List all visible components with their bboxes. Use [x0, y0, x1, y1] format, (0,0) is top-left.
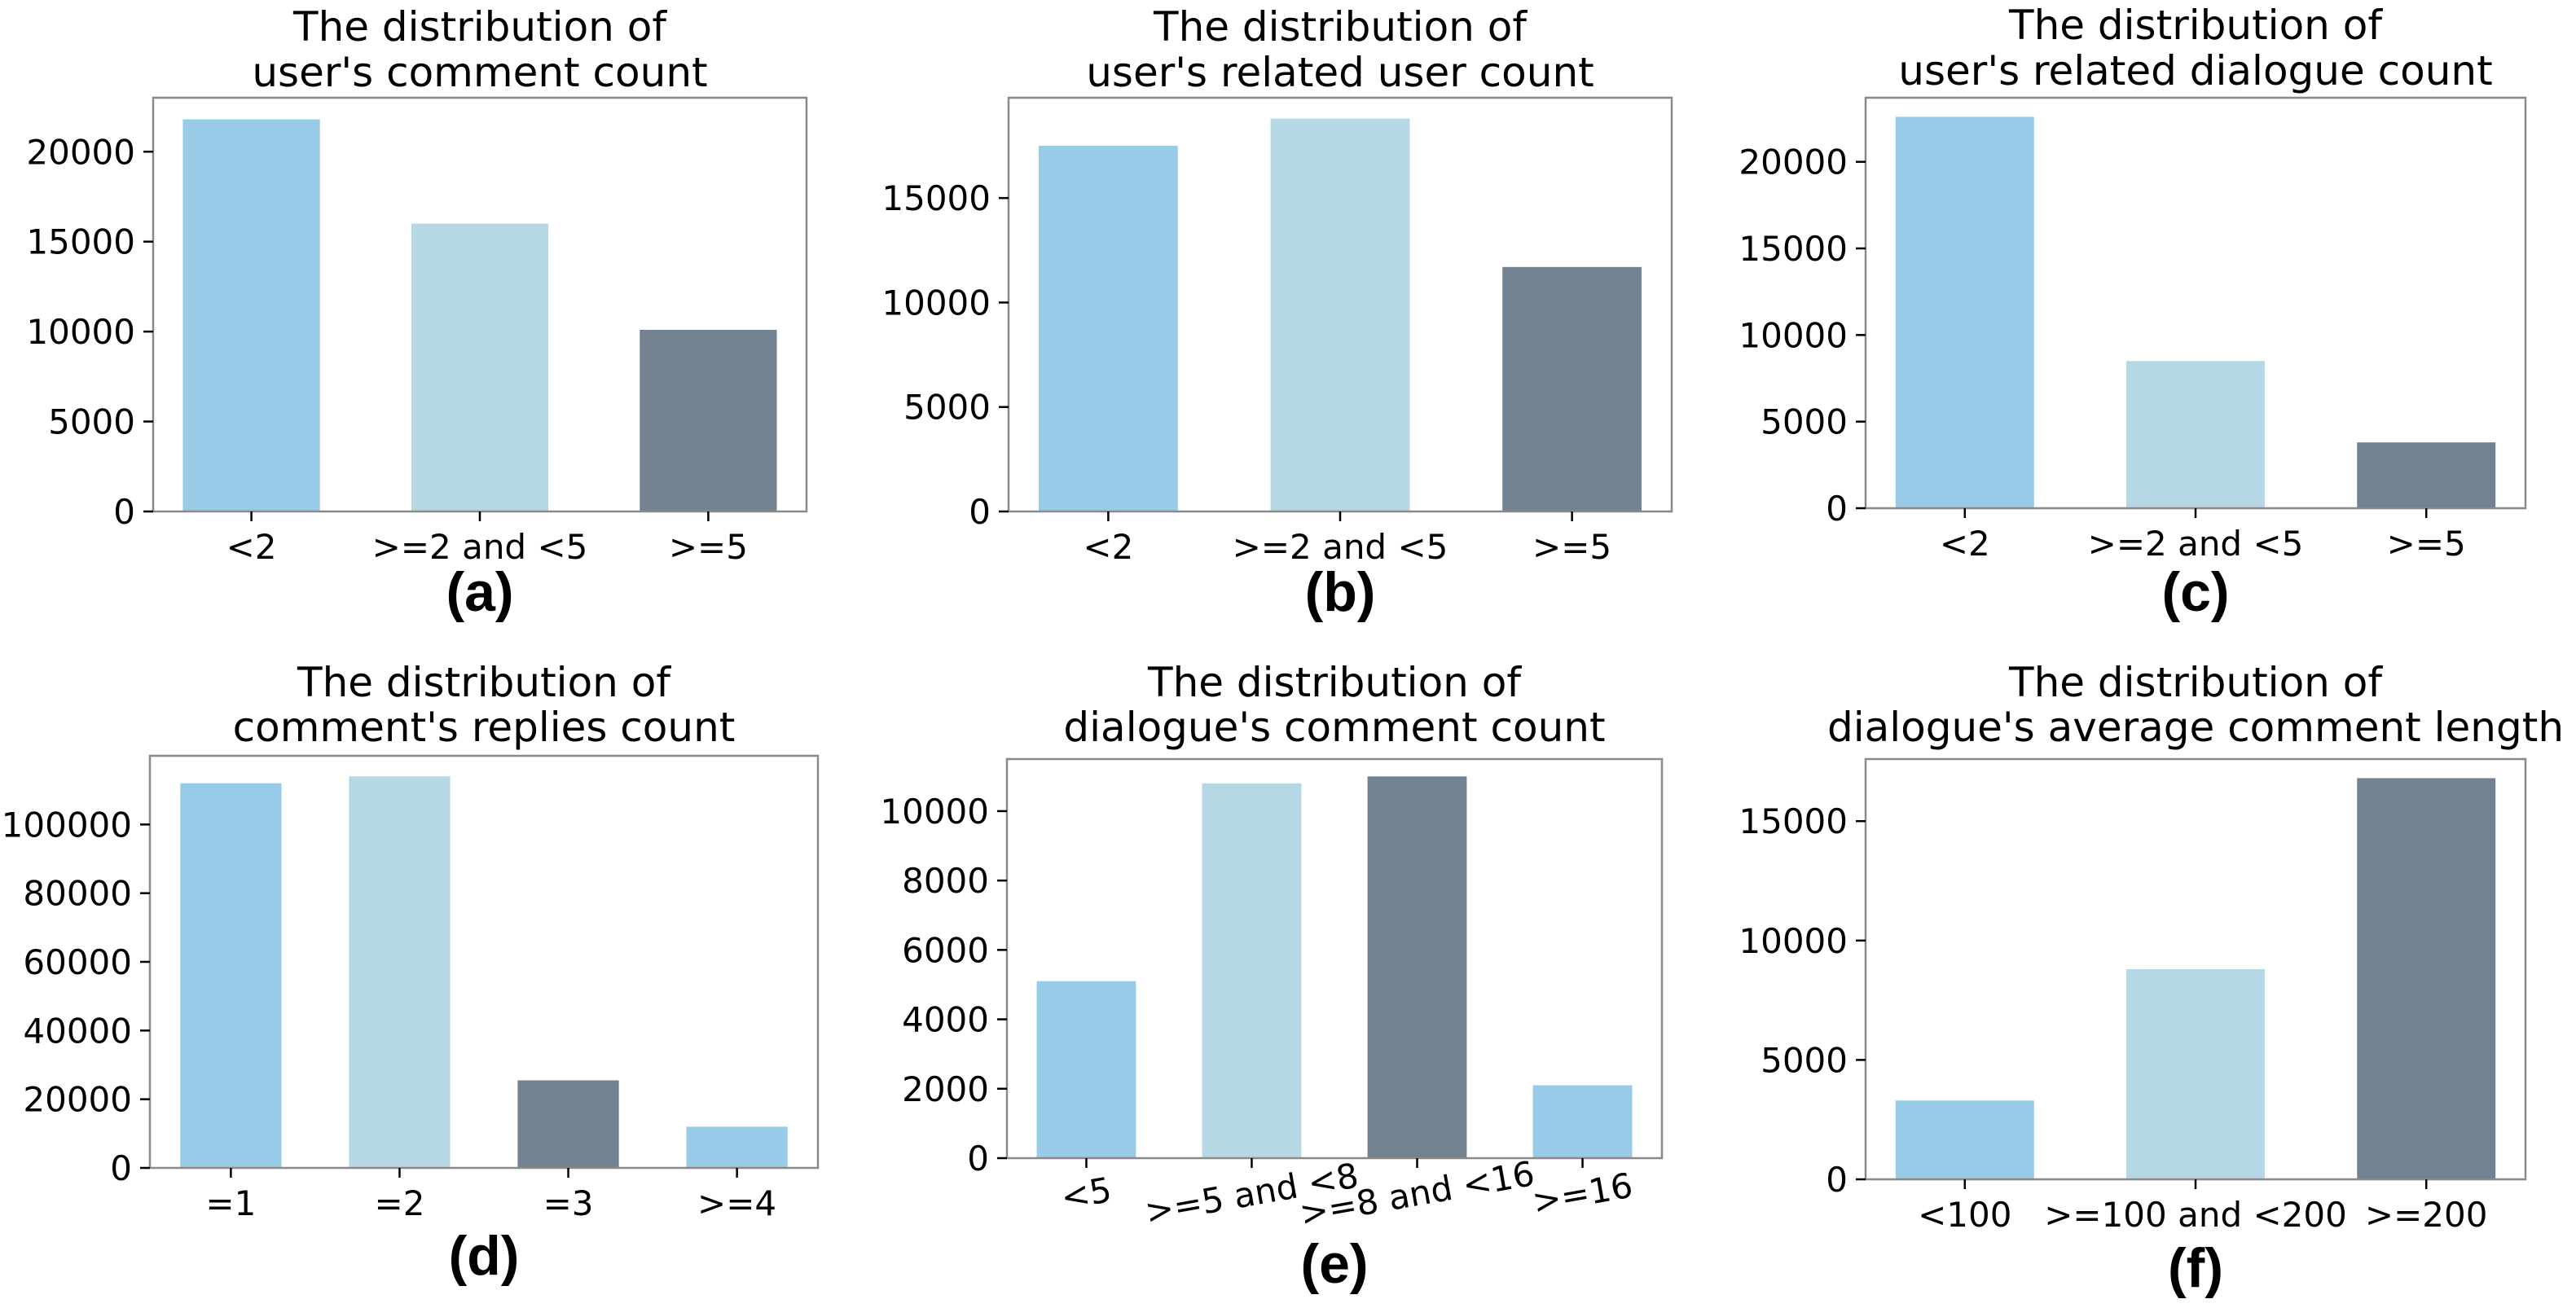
y-tick-label: 0 [110, 1148, 132, 1188]
x-tick-label: =1 [205, 1183, 256, 1223]
y-tick-label: 15000 [881, 178, 991, 218]
y-tick-label: 4000 [902, 1000, 989, 1040]
chart-title-line-2: dialogue's average comment length [1827, 704, 2564, 751]
y-tick-label: 10000 [881, 283, 991, 323]
x-tick-label: >=5 [2387, 524, 2466, 564]
plot-frame [1005, 757, 1664, 1160]
bar-3 [2357, 778, 2496, 1179]
y-tick-label: 5000 [1761, 1040, 1848, 1080]
x-tick-label: >=100 and <200 [2044, 1195, 2347, 1235]
panel-label: (f) [2168, 1237, 2223, 1299]
y-tick-label: 100000 [2, 805, 132, 845]
y-tick-label: 20000 [26, 132, 135, 172]
y-tick-label: 40000 [23, 1011, 132, 1051]
y-tick-label: 0 [1826, 489, 1848, 529]
x-tick-label: <100 [1918, 1195, 2011, 1235]
x-tick-label: =2 [375, 1183, 425, 1223]
bar-3 [2357, 442, 2496, 508]
bar-4 [686, 1126, 788, 1168]
y-tick-label: 10000 [1739, 315, 1848, 355]
chart-title-line-2: user's related user count [1086, 49, 1594, 96]
bar-2 [1270, 118, 1410, 512]
x-tick-label: >=4 [697, 1183, 776, 1223]
bar-1 [182, 119, 320, 512]
x-tick-label: >=2 and <5 [2088, 524, 2304, 564]
bar-4 [1532, 1085, 1633, 1158]
bar-2 [349, 776, 451, 1168]
x-tick-label: <2 [226, 527, 277, 567]
y-tick-label: 15000 [1739, 229, 1848, 269]
y-tick-label: 0 [1826, 1160, 1848, 1200]
x-tick-label: >=5 [1532, 527, 1611, 567]
chart-title-line-2: dialogue's comment count [1063, 704, 1605, 751]
chart-title-line-1: The distribution of [292, 3, 667, 50]
y-tick-label: 8000 [902, 861, 989, 901]
chart-title-line-1: The distribution of [297, 659, 671, 706]
panel-label: (b) [1305, 561, 1376, 623]
bar-2 [411, 223, 549, 511]
chart-title-line-1: The distribution of [2008, 659, 2383, 706]
bar-2 [2126, 361, 2265, 508]
y-tick-label: 5000 [48, 402, 135, 442]
y-tick-label: 60000 [23, 942, 132, 982]
bar-1 [1895, 1100, 2034, 1179]
x-tick-label: >=16 [1529, 1165, 1635, 1222]
x-tick-label: =3 [543, 1183, 594, 1223]
y-tick-label: 0 [967, 1139, 989, 1179]
y-tick-label: 10000 [1739, 921, 1848, 961]
x-tick-label: >=2 and <5 [372, 527, 588, 567]
panel-label: (c) [2161, 561, 2229, 623]
x-tick-label: >=200 [2365, 1195, 2488, 1235]
bar-2 [2126, 969, 2265, 1179]
y-tick-label: 20000 [23, 1080, 132, 1120]
y-tick-label: 10000 [880, 792, 989, 832]
bar-1 [1036, 981, 1136, 1158]
y-tick-label: 15000 [26, 222, 135, 262]
bar-1 [1039, 146, 1178, 511]
bar-3 [517, 1080, 619, 1168]
y-tick-label: 15000 [1739, 801, 1848, 841]
y-tick-label: 5000 [1761, 402, 1848, 442]
chart-title-line-2: comment's replies count [233, 704, 736, 751]
y-tick-label: 20000 [1739, 143, 1848, 182]
y-tick-label: 0 [969, 492, 991, 532]
chart-title-line-1: The distribution of [2008, 2, 2383, 49]
y-tick-label: 6000 [902, 930, 989, 970]
bar-3 [640, 329, 777, 511]
y-tick-label: 2000 [902, 1069, 989, 1109]
panel-label: (e) [1300, 1233, 1368, 1295]
x-tick-label: <5 [1058, 1170, 1114, 1218]
x-tick-label: <2 [1083, 527, 1133, 567]
y-tick-label: 5000 [903, 388, 991, 428]
chart-title-line-1: The distribution of [1153, 3, 1528, 50]
panel-label: (d) [449, 1225, 520, 1287]
chart-title-line-2: user's related dialogue count [1898, 47, 2492, 94]
bar-3 [1502, 266, 1642, 511]
y-tick-label: 10000 [26, 312, 135, 352]
bar-2 [1202, 783, 1302, 1158]
chart-title-line-2: user's comment count [252, 49, 707, 96]
x-tick-label: >=2 and <5 [1233, 527, 1448, 567]
x-tick-label: >=5 [669, 527, 748, 567]
bar-1 [180, 783, 282, 1168]
y-tick-label: 0 [113, 492, 135, 532]
chart-title-line-1: The distribution of [1147, 659, 1522, 706]
bar-3 [1367, 776, 1467, 1158]
x-tick-label: <2 [1940, 524, 1990, 564]
bar-1 [1895, 116, 2034, 509]
y-tick-label: 80000 [23, 874, 132, 914]
panel-label: (a) [446, 561, 513, 623]
